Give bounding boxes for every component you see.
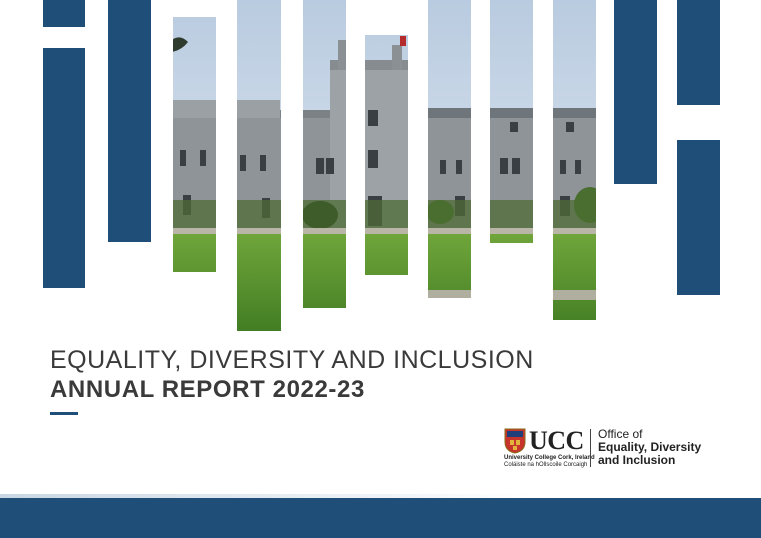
decor-bar — [43, 0, 85, 27]
decor-bar — [108, 0, 151, 242]
ucc-english-name: University College Cork, Ireland — [504, 455, 595, 461]
photo-strip — [173, 17, 216, 272]
photo-strip — [428, 0, 471, 298]
ucc-irish-name: Coláiste na hOllscoile Corcaigh — [504, 462, 588, 468]
photo-strip — [365, 35, 408, 275]
photo-strip — [490, 0, 533, 243]
ucc-crest-icon — [504, 428, 526, 454]
office-line-3: and Inclusion — [598, 453, 676, 467]
decor-bar — [43, 48, 85, 288]
office-line-1: Office of — [598, 427, 643, 441]
photo-strip — [237, 0, 281, 331]
photo-strip — [303, 0, 346, 308]
report-subtitle: ANNUAL REPORT 2022-23 — [50, 376, 365, 403]
footer-highlight — [0, 494, 761, 500]
report-title: EQUALITY, DIVERSITY AND INCLUSION — [50, 346, 534, 374]
ucc-wordmark: UCC — [529, 426, 584, 455]
footer-band — [0, 498, 761, 538]
photo-strip — [553, 0, 596, 320]
decor-bar — [614, 0, 657, 184]
decor-bar — [677, 0, 720, 105]
ucc-edi-logo: UCC University College Cork, Ireland Col… — [504, 426, 724, 468]
logo-divider — [590, 429, 591, 467]
office-name: Office of Equality, Diversity and Inclus… — [598, 428, 701, 467]
decor-bar — [677, 140, 720, 295]
office-line-2: Equality, Diversity — [598, 440, 702, 454]
title-accent-rule — [50, 412, 78, 415]
